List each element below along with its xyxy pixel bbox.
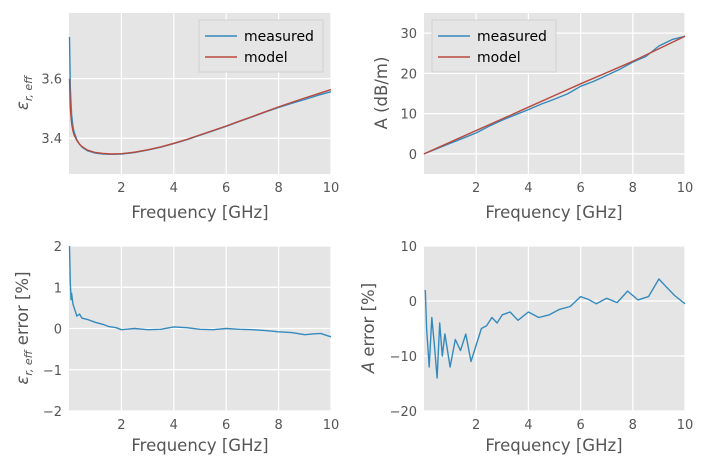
y-tick-label: 20: [400, 67, 417, 82]
y-tick-label: −2: [43, 405, 62, 420]
legend-label-measured: measured: [477, 29, 547, 45]
x-axis-label: Frequency [GHz]: [485, 203, 622, 222]
x-tick-label: 10: [677, 181, 694, 196]
x-tick-label: 10: [677, 418, 694, 433]
x-tick-label: 2: [472, 418, 480, 433]
subplot-attenuation-error: 2 4 6 8 10 −20 −10 0 10 Frequency [GHz] A error …: [359, 240, 693, 455]
x-tick-label: 8: [274, 418, 282, 433]
y-tick-label: −1: [43, 364, 62, 379]
y-tick-label: 3.6: [41, 73, 62, 88]
y-tick-label: 10: [400, 108, 417, 123]
subplot-attenuation: 2 4 6 8 10 0 10 20 30 measured model Frequency [GH…: [372, 13, 693, 222]
x-axis-label: Frequency [GHz]: [485, 436, 622, 455]
x-tick-label: 6: [576, 418, 584, 433]
legend-box: [431, 19, 557, 73]
series-line-model: [68, 78, 332, 155]
y-axis-label: εr, eff error [%]: [13, 271, 35, 384]
x-tick-label: 6: [576, 181, 584, 196]
legend-label-model: model: [244, 50, 288, 66]
x-tick-label: 6: [222, 181, 230, 196]
x-tick-label: 10: [323, 181, 340, 196]
x-tick-label: 10: [323, 418, 340, 433]
y-tick-label: 30: [400, 27, 417, 42]
series-line-data: [68, 245, 332, 338]
series-line-measured: [423, 35, 686, 155]
x-axis-label: Frequency [GHz]: [131, 436, 268, 455]
y-tick-label: 10: [400, 240, 417, 255]
x-tick-label: 4: [170, 181, 178, 196]
series-line-data: [424, 278, 686, 379]
x-axis-label: Frequency [GHz]: [131, 203, 268, 222]
x-tick-label: 4: [524, 181, 532, 196]
x-tick-label: 8: [629, 181, 637, 196]
x-tick-label: 2: [472, 181, 480, 196]
plot-background: [424, 246, 685, 411]
x-tick-label: 4: [170, 418, 178, 433]
y-axis-label: A error [%]: [359, 283, 378, 374]
y-tick-label: 0: [409, 148, 417, 163]
subplot-eps-reff: 2 4 6 8 10 3.4 3.6 measured model Frequency [GHz…: [13, 13, 339, 222]
x-tick-label: 8: [629, 418, 637, 433]
y-tick-label: 3.4: [41, 132, 62, 147]
x-tick-label: 2: [117, 181, 125, 196]
legend-box: [198, 19, 324, 73]
y-tick-label: 2: [54, 240, 62, 255]
x-tick-label: 2: [117, 418, 125, 433]
y-axis-label: A (dB/m): [372, 57, 391, 130]
x-tick-label: 4: [524, 418, 532, 433]
series-line-model: [423, 35, 686, 155]
subplot-eps-error: 2 4 6 8 10 −2 −1 0 1 2 Frequency [GHz] εr, eff er…: [13, 240, 339, 455]
y-tick-label: 0: [409, 295, 417, 310]
legend-label-measured: measured: [244, 29, 314, 45]
y-tick-label: 0: [54, 323, 62, 338]
y-tick-label: 1: [54, 281, 62, 296]
y-axis-label: εr, eff: [13, 75, 35, 110]
x-tick-label: 8: [274, 181, 282, 196]
y-tick-label: −10: [390, 350, 417, 365]
legend-label-model: model: [477, 50, 521, 66]
x-tick-label: 6: [222, 418, 230, 433]
y-tick-label: −20: [390, 405, 417, 420]
